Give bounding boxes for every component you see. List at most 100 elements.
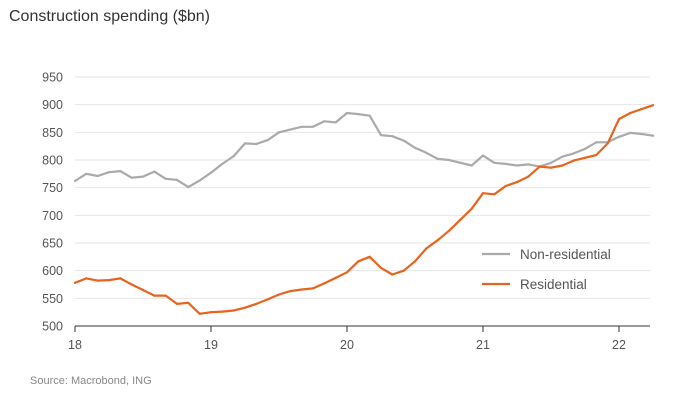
data-point-residential [357,260,360,263]
data-point-non-residential [493,161,496,164]
y-tick-label: 650 [42,237,63,251]
data-point-non-residential [481,154,485,157]
x-tick-label: 20 [340,338,354,352]
data-point-non-residential [470,164,473,167]
gridlines [75,76,650,299]
data-point-residential [130,283,133,286]
data-point-non-residential [277,131,281,134]
data-point-non-residential [130,176,133,179]
data-point-non-residential [595,141,598,144]
data-point-non-residential [436,157,439,160]
data-point-residential [289,290,292,293]
data-point-non-residential [515,164,519,167]
data-point-residential [549,166,553,169]
data-point-non-residential [96,174,99,178]
data-point-residential [345,271,349,274]
data-point-non-residential [651,134,655,137]
series-line-residential [73,104,655,315]
data-point-non-residential [311,125,315,128]
data-point-residential [583,156,587,159]
data-point-residential [629,111,632,115]
data-point-non-residential [175,178,179,181]
data-point-non-residential [617,135,621,138]
data-point-non-residential [255,142,258,146]
y-tick-label: 750 [42,181,63,195]
data-point-residential [300,288,303,291]
x-axis: 18 19 20 21 22 [68,325,650,352]
data-point-residential [504,184,507,188]
y-tick-label: 900 [42,98,63,112]
data-point-non-residential [413,146,417,149]
data-point-residential [651,104,655,107]
data-point-residential [164,294,167,297]
data-point-non-residential [73,179,77,183]
y-tick-label: 950 [42,71,63,85]
data-point-residential [493,193,496,196]
source-note: Source: Macrobond, ING [30,375,152,387]
data-point-non-residential [153,170,156,173]
data-point-residential [198,312,201,315]
data-point-residential [379,266,383,269]
data-point-residential [413,260,417,263]
data-point-non-residential [187,186,190,189]
data-point-residential [187,301,190,304]
data-point-non-residential [379,134,383,137]
x-tick-label: 19 [204,338,218,352]
x-tick-label: 21 [476,338,490,352]
y-tick-label: 850 [42,126,63,140]
data-point-residential [277,293,281,296]
data-point-non-residential [198,179,201,182]
legend-label-residential: Residential [520,277,587,292]
data-point-non-residential [119,170,122,173]
data-point-residential [73,281,77,284]
data-point-residential [470,207,473,210]
data-point-non-residential [425,151,428,154]
data-point-non-residential [629,131,632,134]
data-point-residential [266,298,269,301]
x-tick-label: 18 [68,338,82,352]
data-point-residential [527,175,530,178]
data-point-non-residential [561,155,564,158]
series-group [73,104,655,315]
data-point-non-residential [221,162,224,165]
data-point-non-residential [334,121,337,124]
data-point-non-residential [164,177,167,180]
data-point-non-residential [243,142,247,145]
y-tick-label: 500 [42,320,63,334]
data-point-residential [459,218,462,221]
data-point-non-residential [107,171,111,174]
data-point-non-residential [640,132,643,136]
data-point-non-residential [459,161,462,164]
data-point-non-residential [232,155,235,158]
data-point-residential [323,282,326,285]
data-point-residential [334,276,337,279]
data-point-residential [561,164,564,167]
series-line-non-residential [73,111,655,189]
data-point-residential [538,165,541,168]
y-tick-label: 550 [42,292,63,306]
data-point-non-residential [391,135,394,138]
data-point-residential [85,277,88,280]
data-point-non-residential [357,113,360,116]
data-point-residential [595,153,598,157]
data-point-residential [141,288,145,292]
data-point-non-residential [368,114,371,117]
data-point-non-residential [323,120,326,123]
data-point-residential [436,239,439,242]
legend: Non-residential Residential [482,247,611,292]
data-point-residential [515,181,519,184]
data-point-residential [311,287,315,290]
data-point-non-residential [266,139,269,142]
data-point-residential [243,306,247,309]
data-point-non-residential [549,161,553,164]
y-axis: 500 550 600 650 700 750 800 850 900 950 [42,71,63,334]
data-point-residential [96,279,99,282]
data-point-residential [402,269,405,272]
x-tick-label: 22 [612,338,626,352]
data-point-non-residential [583,147,587,150]
data-point-residential [153,294,156,297]
data-point-residential [481,192,485,195]
data-point-non-residential [209,171,213,174]
